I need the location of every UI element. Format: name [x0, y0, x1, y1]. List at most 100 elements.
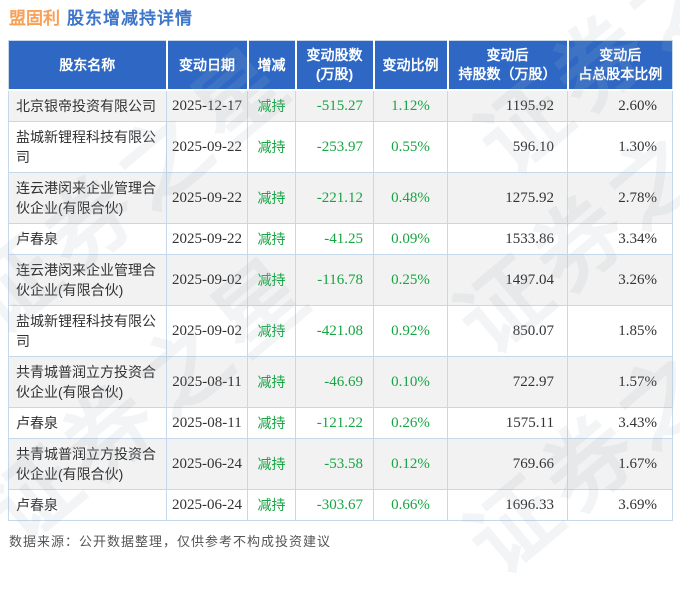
header-line: 占总股本比例 [578, 66, 663, 82]
cell-change-ratio: 0.66% [373, 489, 448, 521]
cell-direction: 减持 [247, 407, 296, 439]
cell-direction: 减持 [247, 121, 296, 173]
cell-after-shares: 722.97 [447, 356, 568, 408]
cell-shareholder-name: 盐城新锂程科技有限公司 [8, 121, 167, 173]
cell-change-ratio: 0.12% [373, 438, 448, 490]
cell-change-ratio: 0.92% [373, 305, 448, 357]
cell-change-ratio: 0.25% [373, 254, 448, 306]
cell-after-shares: 1275.92 [447, 172, 568, 224]
cell-change-shares: -41.25 [295, 223, 374, 255]
cell-change-date: 2025-12-17 [166, 89, 248, 122]
cell-after-shares: 850.07 [447, 305, 568, 357]
cell-after-shares: 1575.11 [447, 407, 568, 439]
cell-change-date: 2025-06-24 [166, 438, 248, 490]
cell-after-shares: 1533.86 [447, 223, 568, 255]
cell-direction: 减持 [247, 438, 296, 490]
page-title: 盟固利 股东增减持详情 [0, 0, 680, 29]
cell-after-total-ratio: 2.78% [567, 172, 673, 224]
table-row: 卢春泉 2025-09-22 减持 -41.25 0.09% 1533.86 3… [8, 223, 673, 255]
cell-change-shares: -121.22 [295, 407, 374, 439]
cell-after-total-ratio: 1.30% [567, 121, 673, 173]
cell-change-ratio: 0.48% [373, 172, 448, 224]
table-row: 连云港闵来企业管理合伙企业(有限合伙) 2025-09-02 减持 -116.7… [8, 254, 673, 306]
col-header-after-ratio: 变动后 占总股本比例 [566, 40, 673, 91]
stock-name: 盟固利 [9, 9, 60, 28]
cell-change-shares: -421.08 [295, 305, 374, 357]
cell-shareholder-name: 卢春泉 [8, 407, 167, 439]
cell-shareholder-name: 卢春泉 [8, 223, 167, 255]
cell-change-shares: -303.67 [295, 489, 374, 521]
cell-after-shares: 769.66 [447, 438, 568, 490]
table-row: 卢春泉 2025-08-11 减持 -121.22 0.26% 1575.11 … [8, 407, 673, 439]
cell-after-total-ratio: 3.26% [567, 254, 673, 306]
cell-after-total-ratio: 2.60% [567, 89, 673, 122]
cell-direction: 减持 [247, 356, 296, 408]
cell-change-date: 2025-09-02 [166, 254, 248, 306]
cell-shareholder-name: 连云港闵来企业管理合伙企业(有限合伙) [8, 172, 167, 224]
cell-direction: 减持 [247, 172, 296, 224]
cell-after-total-ratio: 1.85% [567, 305, 673, 357]
cell-after-total-ratio: 1.67% [567, 438, 673, 490]
col-header-change-shares: 变动股数 (万股) [294, 40, 374, 91]
cell-change-date: 2025-09-22 [166, 223, 248, 255]
table-row: 共青城普润立方投资合伙企业(有限合伙) 2025-06-24 减持 -53.58… [8, 438, 673, 490]
cell-change-date: 2025-09-22 [166, 172, 248, 224]
cell-shareholder-name: 北京银帝投资有限公司 [8, 89, 167, 122]
header-line: 变动比例 [382, 56, 439, 73]
cell-after-shares: 1497.04 [447, 254, 568, 306]
header-line: (万股) [315, 66, 354, 82]
cell-shareholder-name: 共青城普润立方投资合伙企业(有限合伙) [8, 356, 167, 408]
cell-direction: 减持 [247, 89, 296, 122]
col-header-after-shares: 变动后 持股数（万股） [446, 40, 568, 91]
col-header-date: 变动日期 [165, 40, 248, 91]
cell-direction: 减持 [247, 489, 296, 521]
table-row: 盐城新锂程科技有限公司 2025-09-02 减持 -421.08 0.92% … [8, 305, 673, 357]
cell-after-shares: 1195.92 [447, 89, 568, 122]
header-line: 变动后 [486, 47, 529, 63]
table-row: 连云港闵来企业管理合伙企业(有限合伙) 2025-09-22 减持 -221.1… [8, 172, 673, 224]
cell-change-ratio: 1.12% [373, 89, 448, 122]
table-row: 北京银帝投资有限公司 2025-12-17 减持 -515.27 1.12% 1… [8, 89, 673, 122]
cell-change-date: 2025-08-11 [166, 407, 248, 439]
holdings-table: 股东名称 变动日期 增减 变动股数 (万股) 变动比例 变动后 持股数（万股 [8, 40, 673, 521]
table-row: 共青城普润立方投资合伙企业(有限合伙) 2025-08-11 减持 -46.69… [8, 356, 673, 408]
cell-change-shares: -253.97 [295, 121, 374, 173]
cell-shareholder-name: 卢春泉 [8, 489, 167, 521]
header-row: 股东名称 变动日期 增减 变动股数 (万股) 变动比例 变动后 持股数（万股 [8, 40, 673, 91]
cell-direction: 减持 [247, 305, 296, 357]
table-header: 股东名称 变动日期 增减 变动股数 (万股) 变动比例 变动后 持股数（万股 [8, 40, 673, 91]
header-line: 变动后 [599, 47, 642, 63]
header-line: 变动日期 [179, 56, 235, 73]
table-row: 卢春泉 2025-06-24 减持 -303.67 0.66% 1696.33 … [8, 489, 673, 521]
cell-after-total-ratio: 3.34% [567, 223, 673, 255]
cell-change-date: 2025-09-02 [166, 305, 248, 357]
cell-change-ratio: 0.55% [373, 121, 448, 173]
header-line: 持股数（万股） [458, 66, 557, 82]
header-line: 变动股数 [306, 47, 363, 63]
header-line: 股东名称 [59, 56, 116, 73]
header-line: 增减 [257, 56, 286, 73]
cell-direction: 减持 [247, 223, 296, 255]
cell-change-date: 2025-08-11 [166, 356, 248, 408]
cell-change-shares: -53.58 [295, 438, 374, 490]
col-header-direction: 增减 [246, 40, 296, 91]
cell-after-total-ratio: 3.69% [567, 489, 673, 521]
cell-change-date: 2025-09-22 [166, 121, 248, 173]
cell-change-ratio: 0.10% [373, 356, 448, 408]
cell-change-shares: -116.78 [295, 254, 374, 306]
col-header-shareholder: 股东名称 [8, 40, 167, 91]
cell-after-shares: 1696.33 [447, 489, 568, 521]
data-source-note: 数据来源：公开数据整理，仅供参考不构成投资建议 [9, 534, 332, 549]
cell-shareholder-name: 共青城普润立方投资合伙企业(有限合伙) [8, 438, 167, 490]
cell-change-shares: -46.69 [295, 356, 374, 408]
table-body: 北京银帝投资有限公司 2025-12-17 减持 -515.27 1.12% 1… [8, 89, 673, 521]
cell-shareholder-name: 连云港闵来企业管理合伙企业(有限合伙) [8, 254, 167, 306]
cell-change-shares: -515.27 [295, 89, 374, 122]
col-header-change-ratio: 变动比例 [372, 40, 448, 91]
page-subtitle: 股东增减持详情 [67, 9, 193, 28]
cell-direction: 减持 [247, 254, 296, 306]
cell-change-ratio: 0.09% [373, 223, 448, 255]
cell-after-total-ratio: 1.57% [567, 356, 673, 408]
cell-shareholder-name: 盐城新锂程科技有限公司 [8, 305, 167, 357]
cell-after-shares: 596.10 [447, 121, 568, 173]
